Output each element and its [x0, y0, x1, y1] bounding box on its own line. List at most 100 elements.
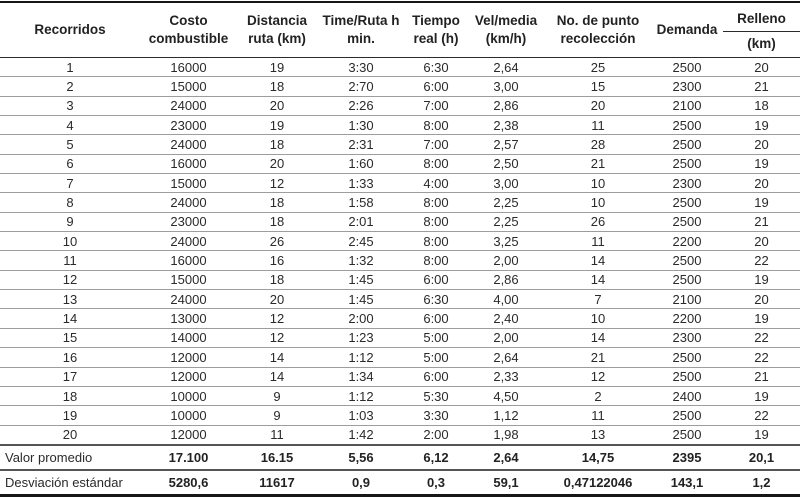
- table-cell: 15: [545, 76, 651, 97]
- table-cell: 3:30: [317, 57, 405, 78]
- summary-cell: 11617: [237, 468, 317, 496]
- summary-cell: 16.15: [237, 443, 317, 470]
- table-cell: 6:00: [405, 308, 467, 329]
- table-cell: 2100: [651, 96, 723, 117]
- table-cell: 10: [545, 173, 651, 194]
- column-header-relleno: Relleno (km): [723, 2, 800, 58]
- table-cell: 6:00: [405, 270, 467, 291]
- table-cell: 23000: [140, 115, 237, 136]
- table-cell: 6:00: [405, 76, 467, 97]
- table-row: 6 16000 20 1:60 8:00 2,50 21 2500 19: [0, 154, 800, 175]
- table-cell: 20: [723, 57, 800, 78]
- table-cell: 6:00: [405, 367, 467, 387]
- table-cell: 21: [723, 367, 800, 387]
- summary-row-label: Valor promedio: [0, 443, 140, 470]
- table-row: 1 16000 19 3:30 6:30 2,64 25 2500 20: [0, 57, 800, 78]
- summary-cell: 5,56: [317, 443, 405, 470]
- table-cell: 7: [545, 289, 651, 310]
- column-header-time-ruta: Time/Ruta h min.: [317, 2, 405, 58]
- table-cell: 16: [0, 347, 140, 368]
- table-cell: 2,25: [467, 212, 545, 233]
- table-cell: 14: [237, 367, 317, 387]
- table-row: 9 23000 18 2:01 8:00 2,25 26 2500 21: [0, 212, 800, 233]
- table-cell: 2:70: [317, 76, 405, 97]
- table-cell: 18: [237, 270, 317, 291]
- table-cell: 2,64: [467, 57, 545, 78]
- table-cell: 15000: [140, 76, 237, 97]
- table-cell: 15000: [140, 270, 237, 291]
- table-cell: 1:34: [317, 367, 405, 387]
- table-cell: 6:30: [405, 57, 467, 78]
- table-cell: 20: [723, 173, 800, 194]
- table-cell: 14: [237, 347, 317, 368]
- table-cell: 12: [545, 367, 651, 387]
- table-cell: 16000: [140, 250, 237, 271]
- table-row: 19 10000 9 1:03 3:30 1,12 11 2500 22: [0, 405, 800, 426]
- table-row: 20 12000 11 1:42 2:00 1,98 13 2500 19: [0, 425, 800, 446]
- table-cell: 2500: [651, 405, 723, 426]
- table-cell: 2,40: [467, 308, 545, 329]
- summary-cell: 20,1: [723, 443, 800, 470]
- table-cell: 4,00: [467, 289, 545, 310]
- summary-cell: 17.100: [140, 443, 237, 470]
- table-cell: 3,00: [467, 76, 545, 97]
- table-cell: 1:60: [317, 154, 405, 175]
- table-cell: 5:30: [405, 386, 467, 407]
- column-header-punto-recoleccion: No. de punto recolección: [545, 2, 651, 58]
- table-cell: 2500: [651, 425, 723, 446]
- table-cell: 20: [237, 154, 317, 175]
- table-cell: 10: [0, 231, 140, 252]
- table-cell: 2,38: [467, 115, 545, 136]
- table-cell: 24000: [140, 289, 237, 310]
- table-row: 16 12000 14 1:12 5:00 2,64 21 2500 22: [0, 347, 800, 368]
- summary-cell: 0,3: [405, 468, 467, 496]
- table-cell: 12: [237, 328, 317, 349]
- table-cell: 2300: [651, 328, 723, 349]
- table-cell: 11: [545, 405, 651, 426]
- table-cell: 2500: [651, 367, 723, 387]
- table-cell: 21: [545, 154, 651, 175]
- table-cell: 1:45: [317, 289, 405, 310]
- table-cell: 13: [0, 289, 140, 310]
- table-cell: 22: [723, 250, 800, 271]
- table-cell: 24000: [140, 134, 237, 155]
- table-cell: 1:42: [317, 425, 405, 446]
- table-cell: 11: [545, 231, 651, 252]
- table-cell: 20: [723, 134, 800, 155]
- table-cell: 4,50: [467, 386, 545, 407]
- table-cell: 14: [545, 270, 651, 291]
- table-cell: 20: [237, 289, 317, 310]
- table-cell: 3:30: [405, 405, 467, 426]
- summary-row-average: Valor promedio 17.100 16.15 5,56 6,12 2,64 14,…: [0, 443, 800, 470]
- table-cell: 2:00: [317, 308, 405, 329]
- summary-cell: 2,64: [467, 443, 545, 470]
- table-cell: 1:12: [317, 386, 405, 407]
- table-cell: 11: [0, 250, 140, 271]
- table-cell: 3,25: [467, 231, 545, 252]
- table-cell: 2,25: [467, 192, 545, 213]
- table-cell: 18: [237, 134, 317, 155]
- column-header-relleno-label: Relleno: [723, 6, 800, 32]
- table-cell: 2200: [651, 231, 723, 252]
- table-cell: 11: [545, 115, 651, 136]
- table-cell: 8:00: [405, 250, 467, 271]
- column-header-demanda: Demanda: [651, 2, 723, 58]
- table-cell: 16000: [140, 154, 237, 175]
- table-cell: 2,57: [467, 134, 545, 155]
- table-cell: 26: [545, 212, 651, 233]
- table-cell: 3: [0, 96, 140, 117]
- table-cell: 20: [723, 231, 800, 252]
- table-cell: 18: [0, 386, 140, 407]
- table-cell: 2500: [651, 347, 723, 368]
- table-cell: 13000: [140, 308, 237, 329]
- table-row: 15 14000 12 1:23 5:00 2,00 14 2300 22: [0, 328, 800, 349]
- table-cell: 19: [723, 425, 800, 446]
- table-cell: 2100: [651, 289, 723, 310]
- table-cell: 24000: [140, 192, 237, 213]
- column-header-costo-combustible: Costo combustible: [140, 2, 237, 58]
- table-cell: 2,33: [467, 367, 545, 387]
- table-cell: 20: [723, 289, 800, 310]
- table-cell: 2:00: [405, 425, 467, 446]
- table-cell: 2: [0, 76, 140, 97]
